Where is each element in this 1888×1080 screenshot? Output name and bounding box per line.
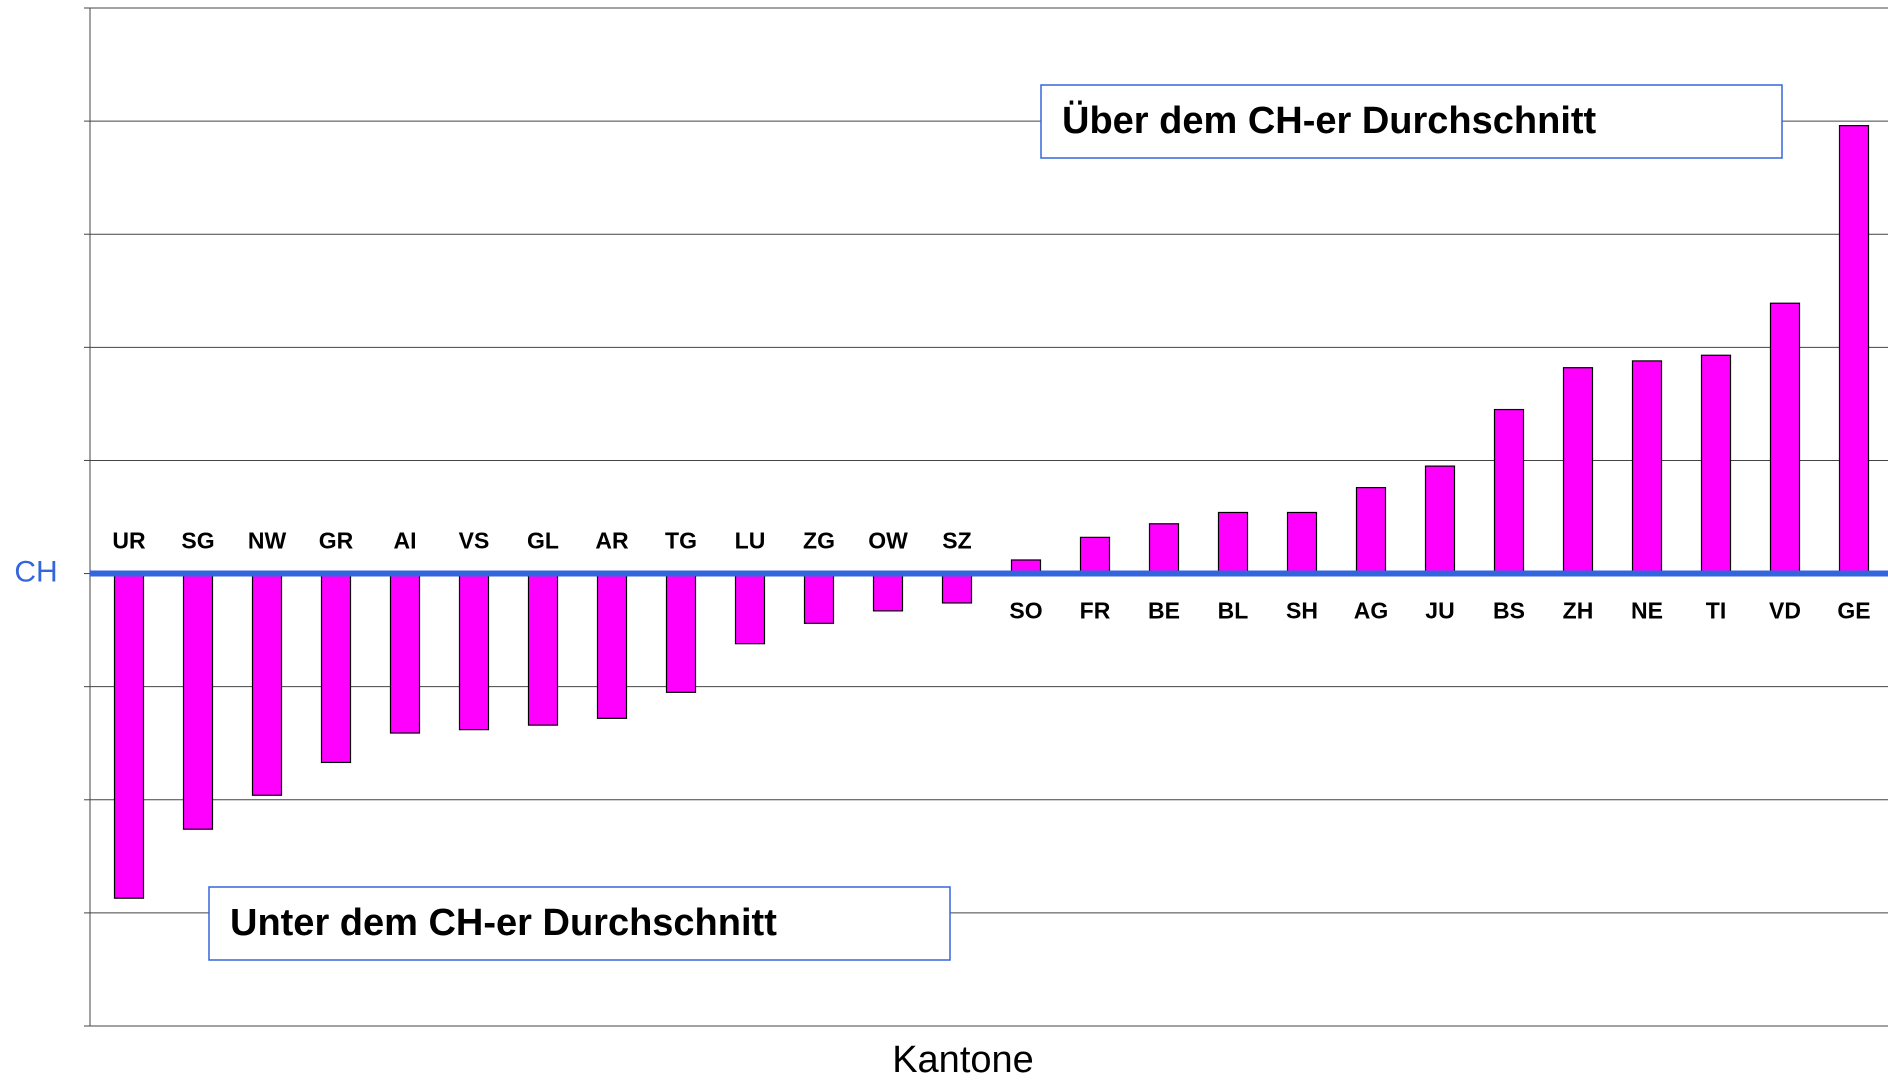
- bar: [1079, 536, 1111, 575]
- bar: [665, 572, 697, 693]
- x-tick-label: NW: [248, 528, 287, 554]
- annotation-box: [1040, 84, 1783, 159]
- bar: [389, 572, 421, 734]
- x-tick-label: GE: [1837, 598, 1870, 624]
- x-tick-label: SO: [1009, 598, 1042, 624]
- bar: [1217, 511, 1249, 575]
- bar: [182, 572, 214, 830]
- x-tick-label: NE: [1631, 598, 1663, 624]
- bar: [113, 572, 145, 899]
- bar: [872, 572, 904, 612]
- x-tick-label: AI: [394, 528, 417, 554]
- x-tick-label: UR: [112, 528, 146, 554]
- bar: [1838, 125, 1870, 575]
- x-tick-label: SH: [1286, 598, 1318, 624]
- bar: [251, 572, 283, 796]
- bar: [1355, 486, 1387, 575]
- x-axis-label: Kantone: [892, 1039, 1034, 1080]
- bar: [1631, 360, 1663, 575]
- bar: [527, 572, 559, 726]
- x-tick-label: SZ: [942, 528, 971, 554]
- y-tick-label: CH: [14, 555, 57, 588]
- x-tick-label: ZH: [1563, 598, 1594, 624]
- bar: [1700, 354, 1732, 575]
- x-tick-label: BL: [1218, 598, 1249, 624]
- bar: [596, 572, 628, 719]
- x-tick-label: BE: [1148, 598, 1180, 624]
- bar: [734, 572, 766, 645]
- bar: [458, 572, 490, 731]
- x-tick-label: LU: [735, 528, 766, 554]
- x-tick-label: JU: [1425, 598, 1454, 624]
- annotation: Über dem CH-er Durchschnitt: [1062, 99, 1597, 142]
- annotation-box: [208, 886, 951, 961]
- bar: [1769, 302, 1801, 575]
- bar: [1562, 367, 1594, 575]
- x-tick-label: SG: [181, 528, 214, 554]
- x-tick-label: VS: [459, 528, 490, 554]
- x-tick-label: TI: [1706, 598, 1726, 624]
- x-tick-label: BS: [1493, 598, 1525, 624]
- bar: [1424, 465, 1456, 575]
- x-tick-label: VD: [1769, 598, 1801, 624]
- bar: [1286, 511, 1318, 575]
- x-tick-label: FR: [1080, 598, 1111, 624]
- x-tick-label: ZG: [803, 528, 835, 554]
- bar: [803, 572, 835, 624]
- bar: [941, 572, 973, 604]
- x-tick-label: OW: [868, 528, 908, 554]
- bar: [320, 572, 352, 764]
- bar: [1148, 523, 1180, 575]
- x-tick-label: GR: [319, 528, 354, 554]
- x-tick-label: TG: [665, 528, 697, 554]
- x-tick-label: AG: [1354, 598, 1389, 624]
- bar: [1493, 408, 1525, 575]
- annotation: Unter dem CH-er Durchschnitt: [230, 902, 777, 944]
- x-tick-label: GL: [527, 528, 559, 554]
- x-tick-label: AR: [595, 528, 629, 554]
